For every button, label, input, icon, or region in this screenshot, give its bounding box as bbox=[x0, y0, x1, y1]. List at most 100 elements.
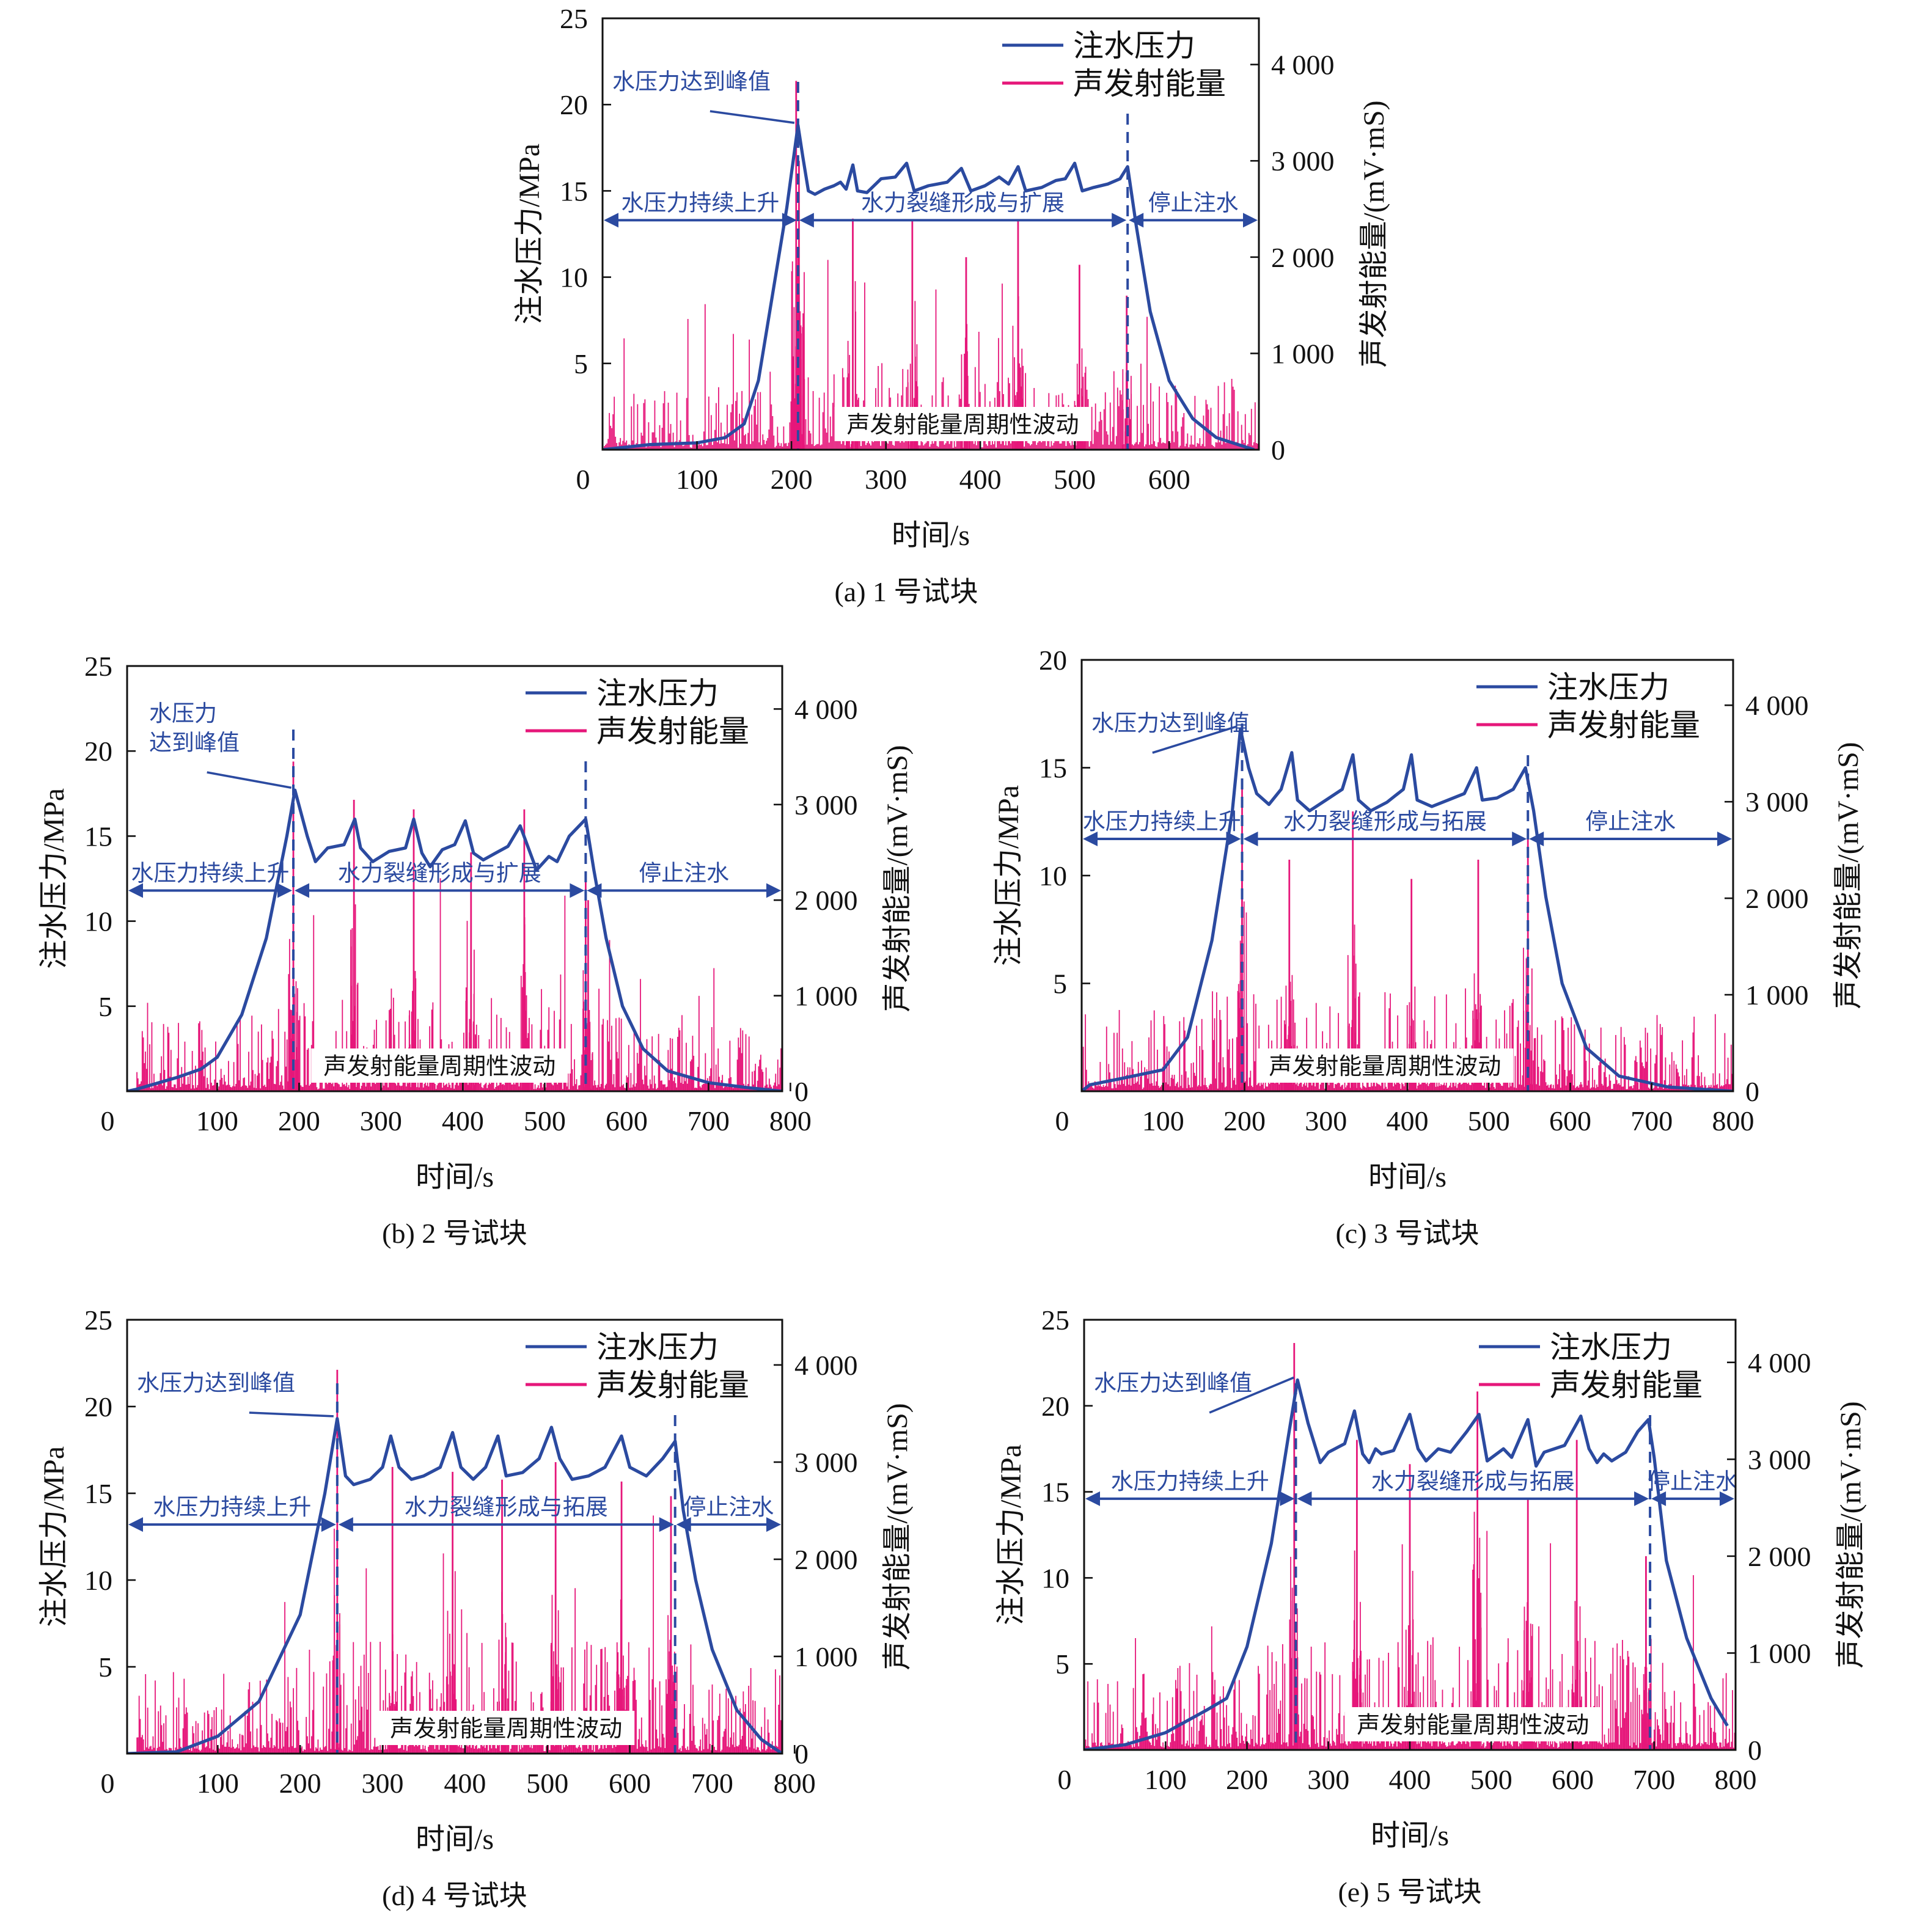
y-left-tick-label: 15 bbox=[1041, 1477, 1069, 1508]
peak-annotation-leader bbox=[249, 1411, 334, 1418]
arrow-right-icon bbox=[782, 213, 797, 228]
y-right-tick-label: 0 bbox=[1748, 1735, 1762, 1766]
phase-label: 停止注水 bbox=[639, 860, 729, 886]
band-label-bg bbox=[1256, 1048, 1514, 1083]
legend-label-energy: 声发射能量 bbox=[596, 714, 749, 748]
band-label: 声发射能量周期性波动 bbox=[390, 1716, 622, 1742]
y-left-tick-label: 20 bbox=[560, 89, 588, 120]
plot-area: 声发射能量周期性波动 水压力持续上升 水力裂缝形成与拓展 停止注水 bbox=[127, 1369, 782, 1754]
y-left-tick-label: 10 bbox=[84, 906, 112, 937]
band-label-bg bbox=[311, 1048, 568, 1083]
phase-label: 水压力持续上升 bbox=[153, 1495, 311, 1520]
y-right-axis-title: 声发射能量/(mV·mS) bbox=[1358, 100, 1390, 367]
x-tick-label: 0 bbox=[1058, 1764, 1072, 1795]
y-left-tick-label: 20 bbox=[1041, 1391, 1069, 1422]
chart-caption: (e) 5 号试块 bbox=[1338, 1876, 1481, 1908]
arrow-left-icon bbox=[338, 1517, 353, 1532]
plot-frame bbox=[126, 665, 783, 1092]
x-tick-label: 100 bbox=[676, 464, 718, 495]
x-tick-label: 300 bbox=[865, 464, 907, 495]
peak-annotation-label: 水压力达到峰值 bbox=[1091, 711, 1250, 736]
x-tick-label: 300 bbox=[360, 1105, 402, 1136]
y-right-tick-label: 0 bbox=[794, 1076, 809, 1107]
x-tick-label: 500 bbox=[524, 1105, 566, 1136]
y-right-tick-label: 2 000 bbox=[794, 885, 858, 916]
band-label: 声发射能量周期性波动 bbox=[847, 412, 1079, 438]
peak-annotation-leader bbox=[710, 110, 795, 124]
x-tick-label: 400 bbox=[442, 1105, 484, 1136]
band-label: 声发射能量周期性波动 bbox=[323, 1054, 556, 1080]
pressure-line bbox=[127, 1417, 782, 1754]
arrow-left-icon bbox=[128, 1517, 143, 1532]
legend-label-energy: 声发射能量 bbox=[596, 1368, 749, 1402]
y-right-tick-label: 0 bbox=[1271, 434, 1285, 466]
x-tick-label: 400 bbox=[1389, 1764, 1431, 1795]
plot-area: 声发射能量周期性波动 水压力持续上升 水力裂缝形成与扩展 停止注水 bbox=[603, 81, 1259, 450]
x-tick-label: 0 bbox=[1055, 1105, 1069, 1136]
band-label-bg bbox=[378, 1711, 635, 1745]
x-axis-title: 时间/s bbox=[416, 1823, 494, 1856]
phase-label: 停止注水 bbox=[1648, 1469, 1738, 1495]
arrow-right-icon bbox=[1634, 1491, 1649, 1506]
y-left-axis-title: 注水压力/MPa bbox=[992, 785, 1025, 966]
y-left-tick-label: 25 bbox=[84, 1304, 112, 1336]
y-right-tick-label: 3 000 bbox=[1271, 145, 1335, 177]
y-left-tick-label: 15 bbox=[560, 175, 588, 207]
x-tick-label: 600 bbox=[1549, 1105, 1591, 1136]
arrow-left-icon bbox=[1129, 213, 1144, 228]
x-axis-title: 时间/s bbox=[416, 1161, 494, 1193]
arrow-right-icon bbox=[1243, 213, 1258, 228]
x-axis-title: 时间/s bbox=[1368, 1161, 1447, 1193]
x-tick-label: 500 bbox=[1054, 464, 1096, 495]
x-tick-label: 400 bbox=[959, 464, 1002, 495]
phase-label: 水压力持续上升 bbox=[1111, 1469, 1269, 1495]
y-left-axis-title: 注水压力/MPa bbox=[513, 144, 546, 324]
arrow-right-icon bbox=[1720, 1491, 1734, 1506]
y-left-axis-title: 注水压力/MPa bbox=[38, 1446, 70, 1627]
arrow-left-icon bbox=[604, 213, 618, 228]
y-right-tick-label: 2 000 bbox=[1745, 883, 1809, 914]
arrow-left-icon bbox=[1243, 831, 1258, 846]
y-left-tick-label: 5 bbox=[98, 991, 112, 1022]
y-right-tick-label: 3 000 bbox=[794, 1447, 858, 1478]
x-tick-label: 0 bbox=[101, 1105, 115, 1136]
energy-series bbox=[604, 81, 1259, 450]
legend-label-pressure: 注水压力 bbox=[1073, 29, 1195, 63]
y-right-tick-label: 3 000 bbox=[794, 789, 858, 821]
arrow-right-icon bbox=[1512, 831, 1527, 846]
phase-label: 水压力持续上升 bbox=[1083, 810, 1241, 835]
x-tick-label: 200 bbox=[278, 1105, 320, 1136]
peak-annotation-label: 水压力 bbox=[149, 701, 217, 726]
y-left-tick-label: 5 bbox=[1053, 968, 1067, 1000]
y-left-tick-label: 20 bbox=[84, 736, 112, 767]
y-right-tick-label: 3 000 bbox=[1748, 1444, 1811, 1475]
phase-label: 水压力持续上升 bbox=[131, 861, 290, 886]
plot-area: 声发射能量周期性波动 水压力持续上升 水力裂缝形成与扩展 停止注水 bbox=[127, 730, 782, 1091]
x-tick-label: 100 bbox=[196, 1105, 238, 1136]
x-tick-label: 800 bbox=[769, 1105, 812, 1136]
x-tick-label: 700 bbox=[1630, 1105, 1673, 1136]
x-tick-label: 200 bbox=[1223, 1105, 1266, 1136]
plot-frame bbox=[601, 17, 1260, 451]
x-tick-label: 0 bbox=[101, 1768, 115, 1799]
x-tick-label: 300 bbox=[1307, 1764, 1349, 1795]
y-left-axis-title: 注水压力/MPa bbox=[995, 1444, 1027, 1625]
phase-label: 水压力持续上升 bbox=[621, 191, 779, 216]
x-tick-label: 500 bbox=[1468, 1105, 1510, 1136]
arrow-left-icon bbox=[295, 883, 310, 898]
arrow-right-icon bbox=[659, 1517, 674, 1532]
plot-frame bbox=[126, 1319, 783, 1755]
x-axis-title: 时间/s bbox=[892, 519, 970, 552]
x-tick-label: 0 bbox=[576, 464, 590, 495]
y-left-tick-label: 5 bbox=[98, 1652, 112, 1683]
x-axis-title: 时间/s bbox=[1371, 1820, 1449, 1852]
y-left-tick-label: 10 bbox=[84, 1565, 112, 1596]
phase-label: 停止注水 bbox=[683, 1495, 774, 1520]
y-right-tick-label: 1 000 bbox=[1271, 338, 1335, 369]
y-right-tick-label: 4 000 bbox=[794, 693, 858, 725]
y-left-tick-label: 5 bbox=[574, 348, 588, 379]
arrow-right-icon bbox=[277, 883, 293, 898]
